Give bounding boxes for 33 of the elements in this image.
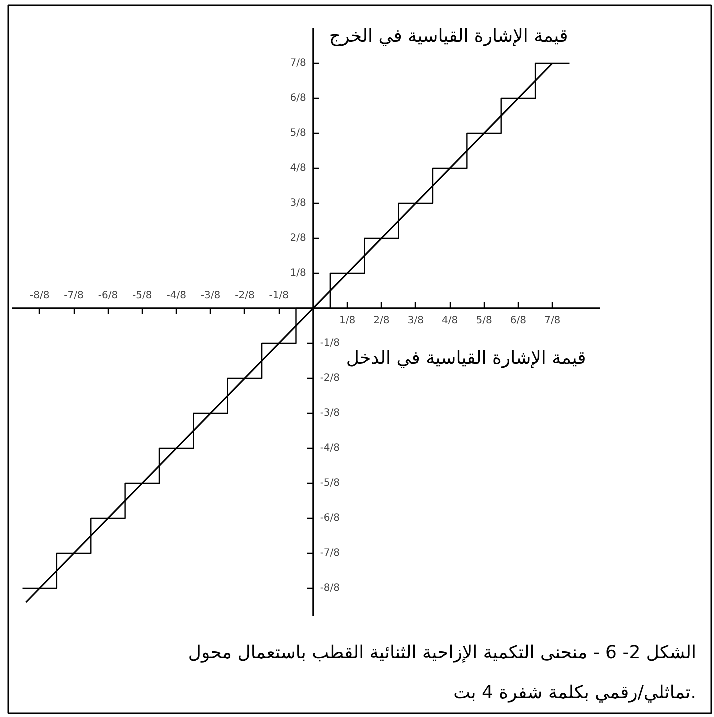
x-axis-title: قيمة الإشارة القياسية في الدخل [346, 348, 586, 369]
x2-tick-label: -2/8 [235, 290, 255, 302]
y-tick-label: 6/8 [290, 93, 306, 104]
x2-tick-label: -4/8 [166, 290, 186, 302]
y2-tick-label: -7/8 [320, 548, 340, 559]
y2-tick-label: -5/8 [320, 478, 340, 489]
x-tick-label: 7/8 [544, 316, 561, 326]
y2-tick-label: -1/8 [320, 338, 340, 349]
y2-tick-label: -6/8 [320, 513, 340, 524]
y2-tick-label: -8/8 [320, 583, 340, 594]
x-tick-label: 4/8 [442, 316, 458, 326]
x2-tick-label: -6/8 [98, 290, 118, 302]
x-tick-label: 6/8 [510, 316, 526, 326]
x-tick-label: 3/8 [408, 316, 424, 326]
y-tick-label: 2/8 [290, 233, 306, 244]
x2-tick-label: -8/8 [30, 290, 50, 302]
y-tick-label: 7/8 [290, 58, 306, 69]
y-tick-label: 4/8 [290, 163, 306, 174]
x2-tick-label: -1/8 [269, 290, 290, 302]
y-tick-label: 5/8 [290, 128, 306, 139]
text: الشكل 2- 6 - منحنى التكمية الإزاحية الثنائية القطب باستعمال محول تماثلي/رقمي بكلمة شفرة 4 بت. [188, 642, 697, 704]
y2-axis-title: قيمة الإشارة القياسية في الخرج [329, 26, 568, 47]
x2-tick-label: -7/8 [64, 290, 84, 302]
x-tick-label: 2/8 [374, 316, 390, 326]
y2-tick-label: -4/8 [320, 443, 340, 454]
y-tick-label: 1/8 [290, 268, 306, 279]
y-tick-label: 3/8 [290, 198, 306, 209]
x-tick-label: 5/8 [476, 316, 492, 326]
x2-tick-label: -5/8 [132, 290, 152, 302]
x-tick-label: 1/8 [339, 316, 356, 326]
x2-tick-label: -3/8 [200, 290, 221, 302]
y2-tick-label: -3/8 [320, 408, 340, 419]
y2-tick-label: -2/8 [320, 373, 340, 384]
